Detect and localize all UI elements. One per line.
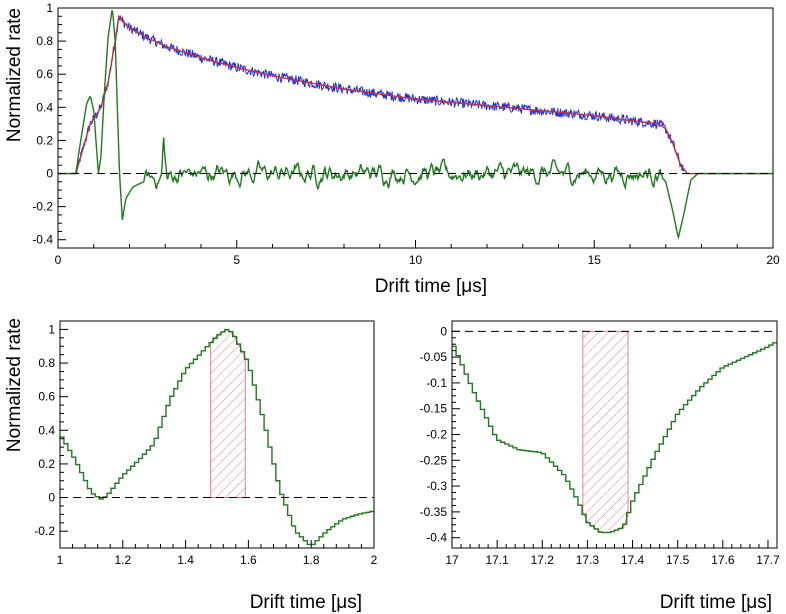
bottom_right-ytick-label: -0.3: [426, 479, 447, 493]
top-xtick-label: 10: [409, 253, 423, 267]
top-xtick-label: 0: [55, 253, 62, 267]
bottom_left-xtick-label: 1.4: [177, 553, 194, 567]
top-ytick-label: -0.2: [32, 200, 53, 214]
top-xtick-label: 20: [766, 253, 780, 267]
bottom_left-ytick-label: 0.8: [38, 356, 55, 370]
bottom_right-xtick-label: 17.2: [531, 553, 555, 567]
top-series-1: [58, 14, 773, 175]
bottom-left-y-axis-title: Normalized rate: [4, 318, 25, 452]
bottom-left-chart: 1 1.2 1.4 1.6 1.8 2 -0.2 0 0.2 0.4 0.6 0.8 1 Drift t…: [4, 318, 378, 613]
bottom_right-xtick-label: 17.3: [576, 553, 600, 567]
top-ytick-label: 1: [46, 1, 53, 15]
top-series-0: [58, 15, 773, 175]
top-ytick-label: 0.4: [36, 100, 53, 114]
top-ytick-label: 0.2: [36, 133, 53, 147]
bottom_right-xtick-label: 17: [445, 553, 459, 567]
top-xtick-label: 5: [233, 253, 240, 267]
bottom_right-xtick-label: 17.1: [485, 553, 509, 567]
top-ytick-label: -0.4: [32, 233, 53, 247]
top-y-axis-title: Normalized rate: [4, 8, 25, 142]
bottom_left-shaded-region: [210, 329, 246, 498]
bottom-right-chart: 17 17.1 17.2 17.3 17.4 17.5 17.6 17.7 -0.4 -0.35 -…: [420, 320, 780, 613]
bottom_right-ytick-label: -0.2: [426, 428, 447, 442]
bottom_left-ytick-label: -0.2: [34, 524, 55, 538]
bottom-right-x-axis-title: Drift time [μs]: [660, 592, 772, 613]
bottom_left-xtick-label: 1.2: [114, 553, 131, 567]
bottom_right-series-0: [452, 342, 777, 534]
bottom-left-plot-frame: [59, 320, 375, 549]
bottom_right-ytick-label: -0.05: [420, 350, 448, 364]
top-xtick-label: 15: [588, 253, 602, 267]
top-chart: 0 5 10 15 20 -0.4 -0.2 0 0.2 0.4 0.6 0.8 1 Drift tim…: [4, 1, 780, 297]
bottom_left-xtick-label: 2: [371, 553, 378, 567]
bottom_left-series-0: [60, 328, 374, 546]
bottom_right-ytick-label: -0.25: [420, 453, 448, 467]
bottom_right-ytick-label: 0: [440, 324, 447, 338]
top-ytick-label: 0.6: [36, 67, 53, 81]
bottom_right-ytick-label: -0.4: [426, 531, 447, 545]
bottom_left-ytick-label: 0.4: [38, 423, 55, 437]
bottom_left-ytick-label: 0.6: [38, 390, 55, 404]
top-ytick-label: 0.8: [36, 34, 53, 48]
bottom_left-xtick-label: 1: [57, 553, 64, 567]
top-series-2: [58, 10, 773, 240]
bottom_right-xtick-label: 17.5: [666, 553, 690, 567]
bottom_right-shaded-region: [582, 330, 629, 533]
bottom_left-ytick-label: 1: [48, 322, 55, 336]
top-ytick-label: 0: [46, 167, 53, 181]
top-x-axis-title: Drift time [μs]: [375, 276, 487, 297]
bottom-left-x-axis-title: Drift time [μs]: [250, 592, 362, 613]
bottom_right-xtick-label: 17.4: [621, 553, 645, 567]
bottom_right-xtick-label: 17.6: [711, 553, 735, 567]
bottom_right-ytick-label: -0.35: [420, 505, 448, 519]
bottom_left-ytick-label: 0.2: [38, 457, 55, 471]
bottom_right-xtick-label: 17.7: [756, 553, 780, 567]
bottom_right-ytick-label: -0.15: [420, 402, 448, 416]
bottom_left-xtick-label: 1.8: [303, 553, 320, 567]
bottom_right-ytick-label: -0.1: [426, 376, 447, 390]
bottom_left-xtick-label: 1.6: [240, 553, 257, 567]
bottom_left-ytick-label: 0: [48, 491, 55, 505]
